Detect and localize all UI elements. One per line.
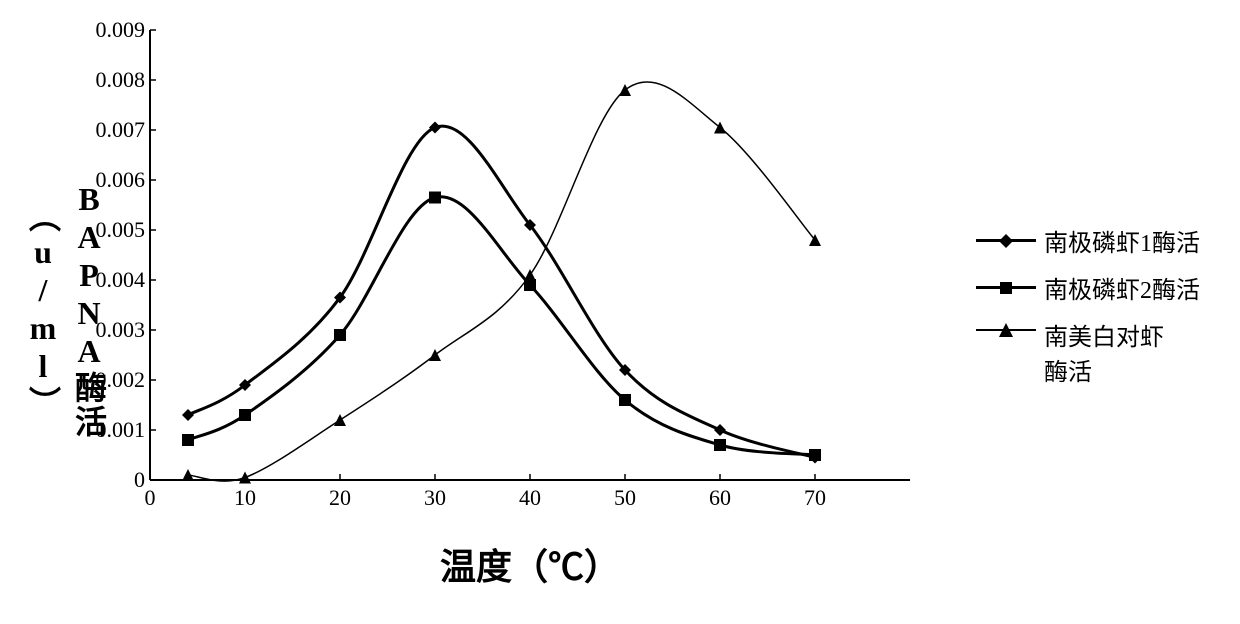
y-tick-label: 0.007 xyxy=(75,117,145,143)
legend-label: 南极磷虾1酶活 xyxy=(1044,223,1200,258)
x-tick-label: 40 xyxy=(519,485,541,511)
square-icon xyxy=(999,281,1013,295)
y-tick-label: 0.002 xyxy=(75,367,145,393)
x-tick-label: 70 xyxy=(804,485,826,511)
y-tick-label: 0.006 xyxy=(75,167,145,193)
x-tick-label: 30 xyxy=(424,485,446,511)
y-tick-label: 0 xyxy=(75,467,145,493)
legend-label: 南极磷虾2酶活 xyxy=(1044,270,1200,305)
plot-area xyxy=(150,30,910,480)
y-tick-label: 0.003 xyxy=(75,317,145,343)
legend-label: 南美白对虾酶活 xyxy=(1044,317,1174,387)
y-tick-label: 0.004 xyxy=(75,267,145,293)
diamond-icon xyxy=(999,234,1013,248)
legend-line-1 xyxy=(976,239,1036,242)
legend: 南极磷虾1酶活 南极磷虾2酶活 南美白对虾酶活 xyxy=(976,223,1200,399)
legend-line-2 xyxy=(976,286,1036,289)
x-axis-label: 温度（℃） xyxy=(440,538,620,590)
legend-item: 南美白对虾酶活 xyxy=(976,317,1176,387)
x-tick-label: 10 xyxy=(234,485,256,511)
x-tick-label: 0 xyxy=(145,485,156,511)
y-tick-label: 0.009 xyxy=(75,17,145,43)
y-axis-label: BAPNA酶活（u/ml） xyxy=(20,165,112,455)
legend-line-3 xyxy=(976,329,1036,331)
legend-item: 南极磷虾2酶活 xyxy=(976,270,1200,305)
y-tick-label: 0.005 xyxy=(75,217,145,243)
x-tick-label: 20 xyxy=(329,485,351,511)
legend-item: 南极磷虾1酶活 xyxy=(976,223,1200,258)
x-tick-label: 60 xyxy=(709,485,731,511)
chart-container: BAPNA酶活（u/ml） 0 0.001 0.002 0.003 0.004 0.005… xyxy=(20,20,1220,600)
triangle-icon xyxy=(999,323,1013,337)
x-tick-label: 50 xyxy=(614,485,636,511)
y-tick-label: 0.001 xyxy=(75,417,145,443)
y-tick-label: 0.008 xyxy=(75,67,145,93)
